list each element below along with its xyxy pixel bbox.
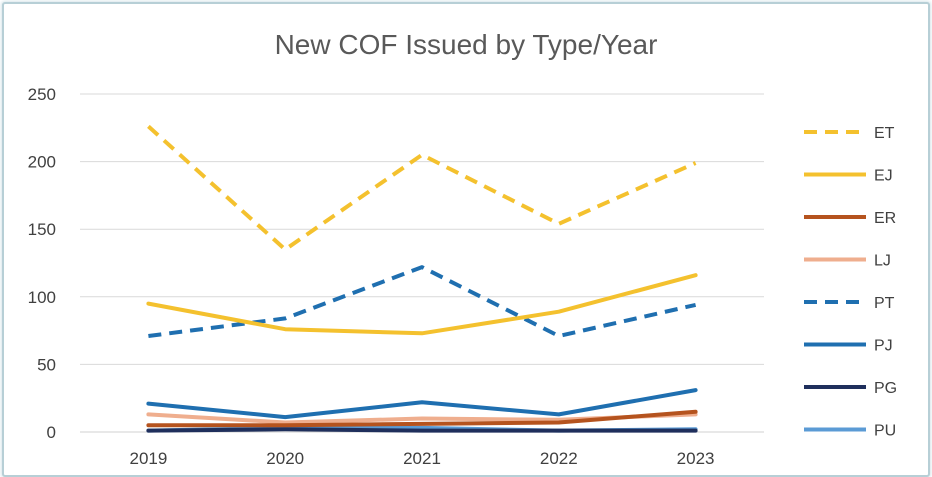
x-tick-label: 2022 xyxy=(540,449,578,468)
legend-label-er: ER xyxy=(874,210,896,227)
legend-label-et: ET xyxy=(874,125,895,142)
x-tick-label: 2023 xyxy=(677,449,715,468)
series-line-ej xyxy=(146,273,698,336)
y-tick-label: 150 xyxy=(28,220,56,239)
series-lines xyxy=(146,124,698,433)
x-tick-label: 2020 xyxy=(266,449,304,468)
series-line-er xyxy=(146,409,698,428)
y-tick-label: 200 xyxy=(28,153,56,172)
series-line-pt xyxy=(148,265,697,338)
legend: ET EJ ER LJ PT PJ PG PU xyxy=(804,125,897,440)
y-tick-label: 250 xyxy=(28,85,56,104)
line-chart: New COF Issued by Type/Year 0 50 100 150 200… xyxy=(28,29,898,468)
series-line-pj xyxy=(146,388,698,420)
x-tick-label: 2021 xyxy=(403,449,441,468)
legend-label-ej: EJ xyxy=(874,168,893,185)
series-line-et xyxy=(147,124,697,252)
y-tick-label: 0 xyxy=(47,423,56,442)
series-line-pg xyxy=(146,427,698,433)
legend-label-pu: PU xyxy=(874,423,896,440)
legend-label-lj: LJ xyxy=(874,253,891,270)
x-tick-label: 2019 xyxy=(129,449,167,468)
legend-label-pg: PG xyxy=(874,380,897,397)
legend-label-pt: PT xyxy=(874,295,895,312)
y-tick-label: 50 xyxy=(37,355,56,374)
x-axis-ticks: 2019 2020 2021 2022 2023 xyxy=(129,449,714,468)
chart-title: New COF Issued by Type/Year xyxy=(275,29,658,60)
y-tick-label: 100 xyxy=(28,288,56,307)
gridlines xyxy=(80,93,764,433)
y-axis-ticks: 0 50 100 150 200 250 xyxy=(28,85,56,442)
legend-label-pj: PJ xyxy=(874,338,893,355)
